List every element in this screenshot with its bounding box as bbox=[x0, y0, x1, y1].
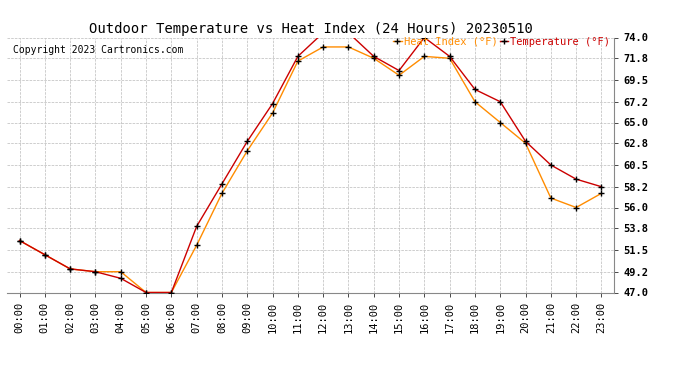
Heat Index (°F) bbox=[496, 120, 504, 125]
Heat Index (°F) bbox=[243, 148, 251, 153]
Temperature (°F) bbox=[446, 54, 454, 58]
Heat Index (°F) bbox=[142, 290, 150, 295]
Temperature (°F) bbox=[193, 224, 201, 229]
Temperature (°F) bbox=[598, 184, 606, 189]
Temperature (°F) bbox=[395, 68, 403, 73]
Heat Index (°F) bbox=[370, 56, 378, 60]
Heat Index (°F) bbox=[546, 196, 555, 200]
Heat Index (°F) bbox=[41, 252, 49, 257]
Heat Index (°F) bbox=[522, 141, 530, 146]
Temperature (°F) bbox=[268, 101, 277, 106]
Heat Index (°F) bbox=[91, 270, 99, 274]
Temperature (°F) bbox=[218, 182, 226, 186]
Temperature (°F) bbox=[344, 30, 353, 35]
Heat Index (°F) bbox=[66, 267, 75, 271]
Heat Index (°F) bbox=[471, 99, 479, 104]
Temperature (°F) bbox=[91, 270, 99, 274]
Heat Index (°F) bbox=[344, 45, 353, 49]
Heat Index (°F) bbox=[420, 54, 428, 58]
Temperature (°F) bbox=[522, 139, 530, 144]
Heat Index (°F) bbox=[319, 45, 327, 49]
Temperature (°F) bbox=[496, 99, 504, 104]
Heat Index (°F) bbox=[395, 73, 403, 78]
Temperature (°F) bbox=[370, 54, 378, 58]
Temperature (°F) bbox=[546, 163, 555, 167]
Heat Index (°F) bbox=[193, 243, 201, 248]
Heat Index (°F) bbox=[294, 59, 302, 63]
Heat Index (°F) bbox=[117, 270, 125, 274]
Temperature (°F) bbox=[142, 290, 150, 295]
Temperature (°F) bbox=[167, 290, 175, 295]
Heat Index (°F) bbox=[268, 111, 277, 115]
Line: Temperature (°F): Temperature (°F) bbox=[16, 29, 605, 296]
Temperature (°F) bbox=[319, 30, 327, 35]
Line: Heat Index (°F): Heat Index (°F) bbox=[16, 44, 605, 296]
Temperature (°F) bbox=[41, 252, 49, 257]
Temperature (°F) bbox=[572, 177, 580, 182]
Heat Index (°F) bbox=[167, 290, 175, 295]
Heat Index (°F) bbox=[598, 191, 606, 196]
Heat Index (°F) bbox=[446, 56, 454, 60]
Temperature (°F) bbox=[117, 276, 125, 280]
Temperature (°F) bbox=[15, 238, 23, 243]
Temperature (°F) bbox=[66, 267, 75, 271]
Temperature (°F) bbox=[243, 139, 251, 144]
Heat Index (°F) bbox=[218, 191, 226, 196]
Text: Copyright 2023 Cartronics.com: Copyright 2023 Cartronics.com bbox=[13, 45, 184, 55]
Heat Index (°F) bbox=[572, 205, 580, 210]
Legend: Heat Index (°F), Temperature (°F): Heat Index (°F), Temperature (°F) bbox=[389, 32, 614, 51]
Title: Outdoor Temperature vs Heat Index (24 Hours) 20230510: Outdoor Temperature vs Heat Index (24 Ho… bbox=[88, 22, 533, 36]
Heat Index (°F) bbox=[15, 238, 23, 243]
Temperature (°F) bbox=[294, 54, 302, 58]
Temperature (°F) bbox=[420, 35, 428, 40]
Temperature (°F) bbox=[471, 87, 479, 92]
